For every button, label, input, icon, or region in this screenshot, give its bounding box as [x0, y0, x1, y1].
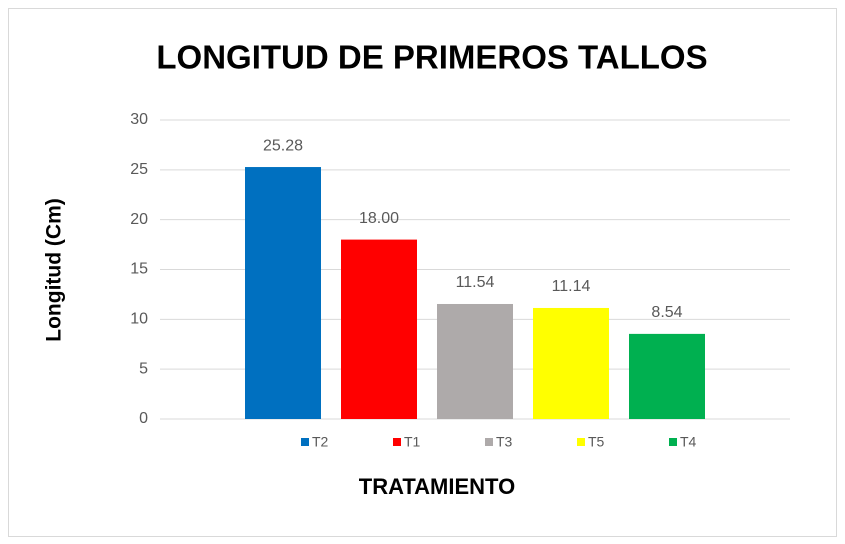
bar: [341, 239, 417, 419]
bar: [629, 333, 705, 419]
data-label: 11.54: [456, 274, 495, 291]
y-tick-label: 10: [130, 311, 148, 328]
legend-swatch: [393, 438, 401, 446]
legend-swatch: [669, 438, 677, 446]
y-tick-label: 20: [130, 211, 148, 228]
legend-label: T4: [680, 434, 697, 450]
legend-label: T5: [588, 434, 605, 450]
x-axis-label: TRATAMIENTO: [359, 474, 515, 499]
y-tick-label: 5: [139, 360, 148, 377]
legend-label: T3: [496, 434, 513, 450]
y-tick-label: 15: [130, 261, 148, 278]
y-axis-label: Longitud (Cm): [43, 198, 66, 341]
y-tick-label: 30: [130, 111, 148, 128]
data-label: 18.00: [359, 210, 399, 227]
data-label: 8.54: [651, 304, 682, 321]
legend-label: T2: [312, 434, 329, 450]
bar: [437, 303, 513, 419]
legend-swatch: [577, 438, 585, 446]
chart-title: LONGITUD DE PRIMEROS TALLOS: [156, 39, 707, 76]
y-tick-label: 25: [130, 161, 148, 178]
legend-label: T1: [404, 434, 421, 450]
legend-swatch: [301, 438, 309, 446]
data-label: 25.28: [263, 137, 303, 154]
data-label: 11.14: [552, 278, 591, 295]
chart-border: [8, 8, 837, 537]
legend-swatch: [485, 438, 493, 446]
bar: [533, 307, 609, 419]
y-tick-label: 0: [139, 410, 148, 427]
bar: [245, 167, 321, 419]
